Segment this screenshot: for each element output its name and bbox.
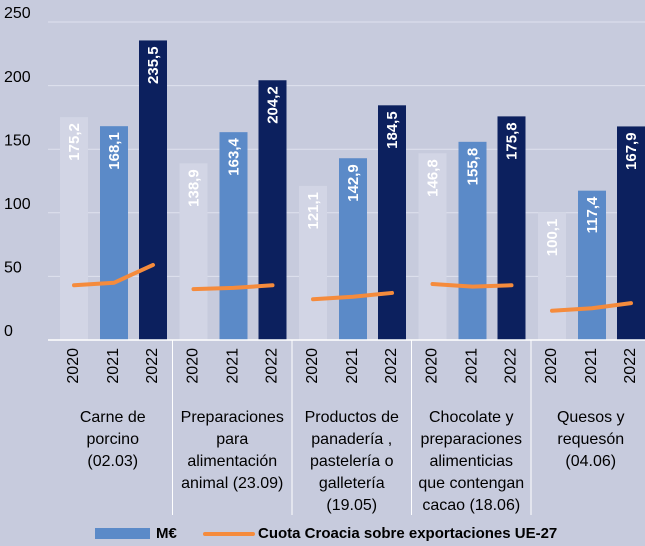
- value-label: 146,8: [424, 159, 441, 197]
- y-tick-label: 250: [4, 5, 31, 22]
- group-label: (19.05): [326, 497, 377, 514]
- group-label: que contengan: [418, 475, 524, 492]
- bar: [100, 126, 128, 340]
- x-tick-label: 2022: [264, 348, 281, 384]
- value-label: 155,8: [464, 148, 481, 186]
- value-label: 175,2: [66, 123, 83, 161]
- group-label: alimentación: [187, 453, 277, 470]
- x-tick-label: 2022: [503, 348, 520, 384]
- group-label: (02.03): [87, 453, 138, 470]
- legend-label: M€: [156, 525, 177, 542]
- line: [72, 262, 155, 288]
- x-tick-label: 2021: [583, 348, 600, 384]
- x-tick-label: 2021: [225, 348, 242, 384]
- bar: [378, 105, 406, 340]
- line: [311, 290, 394, 302]
- group-label: galletería: [319, 475, 385, 492]
- x-tick-label: 2020: [304, 348, 321, 384]
- bar: [258, 80, 287, 340]
- value-label: 167,9: [623, 132, 640, 170]
- line: [191, 283, 275, 292]
- bar: [339, 158, 367, 340]
- y-tick-label: 150: [4, 132, 31, 149]
- line: [550, 301, 633, 313]
- group-label: animal (23.09): [181, 475, 283, 492]
- bar: [538, 212, 566, 340]
- group-label: Chocolate y: [429, 409, 514, 426]
- y-tick-label: 50: [4, 260, 22, 277]
- group-label: panadería ,: [311, 431, 392, 448]
- group-label: para: [216, 431, 248, 448]
- x-tick-label: 2022: [383, 348, 400, 384]
- value-label: 117,4: [584, 196, 601, 233]
- bar: [139, 40, 167, 340]
- y-tick-label: 0: [4, 323, 13, 340]
- x-tick-label: 2022: [622, 348, 639, 384]
- value-label: 121,1: [305, 192, 322, 230]
- group-label: requesón: [557, 431, 624, 448]
- bar: [299, 185, 327, 340]
- bar: [458, 141, 487, 340]
- group-label: pastelería o: [310, 453, 394, 470]
- value-label: 163,4: [225, 138, 242, 176]
- group-label: Quesos y: [557, 409, 625, 426]
- y-tick-label: 100: [4, 196, 31, 213]
- value-label: 142,9: [345, 164, 362, 202]
- bar: [578, 190, 606, 340]
- legend-swatch: [95, 528, 150, 539]
- x-tick-label: 2020: [185, 348, 202, 384]
- x-tick-label: 2021: [105, 348, 122, 384]
- y-tick-label: 200: [4, 69, 31, 86]
- x-tick-label: 2022: [144, 348, 161, 384]
- group-label: Productos de: [305, 409, 399, 426]
- group-label: alimenticias: [429, 453, 513, 470]
- group-label: cacao (18.06): [422, 497, 520, 514]
- value-label: 235,5: [145, 46, 162, 84]
- value-label: 168,1: [106, 132, 123, 170]
- value-label: 138,9: [185, 169, 202, 207]
- x-tick-label: 2020: [543, 348, 560, 384]
- legend-label: Cuota Croacia sobre exportaciones UE-27: [258, 525, 557, 542]
- bar: [179, 163, 208, 340]
- group-label: Preparaciones: [181, 409, 284, 426]
- bar: [219, 132, 248, 340]
- value-label: 184,5: [384, 111, 401, 149]
- value-label: 100,1: [544, 219, 561, 257]
- group-label: (04.06): [565, 453, 616, 470]
- x-tick-label: 2021: [344, 348, 361, 384]
- bar: [60, 117, 88, 340]
- x-tick-label: 2021: [464, 348, 481, 384]
- value-label: 204,2: [264, 86, 281, 124]
- group-label: porcino: [87, 431, 140, 448]
- line: [430, 282, 514, 289]
- x-tick-label: 2020: [424, 348, 441, 384]
- value-label: 175,8: [503, 122, 520, 160]
- group-label: Carne de: [80, 409, 146, 426]
- group-label: preparaciones: [421, 431, 522, 448]
- x-tick-label: 2020: [65, 348, 82, 384]
- bar: [418, 153, 447, 340]
- bar: [497, 116, 526, 340]
